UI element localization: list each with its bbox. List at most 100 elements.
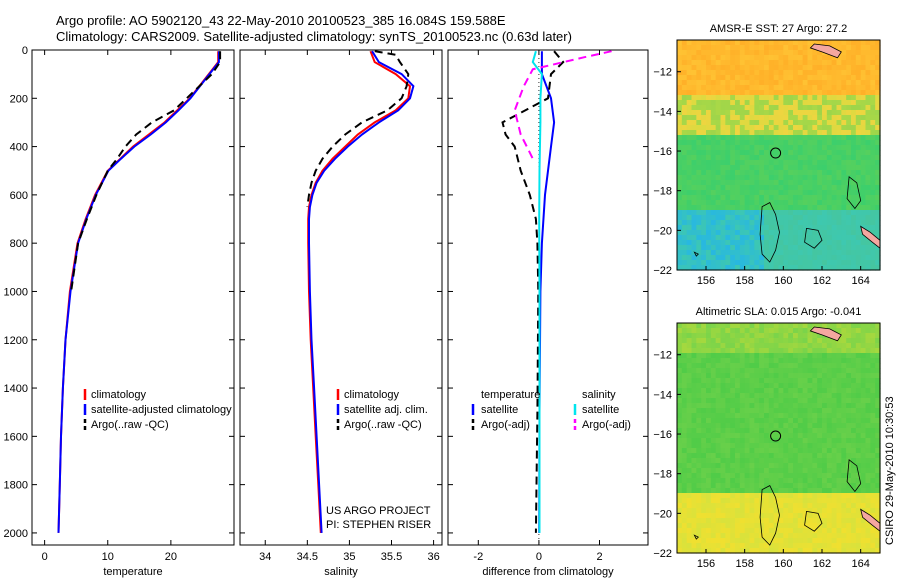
sst-map-cell bbox=[706, 80, 712, 86]
sla-map-cell bbox=[764, 328, 770, 334]
sst-map-cell bbox=[696, 240, 702, 246]
sst-map-cell bbox=[759, 65, 765, 71]
sst-map-cell bbox=[875, 235, 881, 241]
sla-map-cell bbox=[715, 368, 722, 374]
sst-map-cell bbox=[817, 145, 823, 151]
sla-map-cell bbox=[778, 383, 784, 389]
sst-map-cell bbox=[865, 240, 871, 246]
sst-map-cell bbox=[710, 255, 717, 261]
sst-map-cell bbox=[783, 85, 789, 91]
sla-map-cell bbox=[841, 498, 847, 504]
sst-map-cell bbox=[875, 70, 881, 76]
sst-map-cell bbox=[807, 140, 813, 146]
sst-map-cell bbox=[701, 255, 707, 261]
sla-map-cell bbox=[841, 338, 847, 344]
sla-map-cell bbox=[870, 428, 876, 434]
sst-map-cell bbox=[855, 50, 862, 56]
sla-map-cell bbox=[855, 433, 862, 439]
sst-map-cell bbox=[793, 70, 799, 76]
sst-map-cell bbox=[677, 180, 683, 186]
sst-map-cell bbox=[681, 225, 688, 231]
sla-map-ytick-label: −18 bbox=[653, 469, 672, 481]
sla-map-cell bbox=[831, 428, 838, 434]
sst-map-cell bbox=[817, 180, 823, 186]
sst-map-cell bbox=[720, 210, 726, 216]
salinity-legend-label: satellite adj. clim. bbox=[344, 404, 428, 416]
sst-map-cell bbox=[706, 255, 712, 261]
sla-map-cell bbox=[677, 408, 683, 414]
sla-map-cell bbox=[797, 423, 804, 429]
sla-map-cell bbox=[797, 453, 804, 459]
sst-map-cell bbox=[875, 65, 881, 71]
sst-map-cell bbox=[841, 120, 847, 126]
sst-map-cell bbox=[831, 215, 838, 221]
sla-map-cell bbox=[778, 393, 784, 399]
sla-map-cell bbox=[817, 478, 823, 484]
sla-map-cell bbox=[802, 333, 809, 339]
sst-map-cell bbox=[817, 125, 823, 131]
sla-map-cell bbox=[865, 428, 871, 434]
sst-map-cell bbox=[822, 80, 828, 86]
sla-map-cell bbox=[764, 433, 770, 439]
sla-map-cell bbox=[793, 438, 799, 444]
sla-map-cell bbox=[846, 393, 852, 399]
sst-map-cell bbox=[841, 110, 847, 116]
sst-map-cell bbox=[735, 135, 741, 141]
sla-map-cell bbox=[730, 478, 736, 484]
sla-map-cell bbox=[710, 468, 717, 474]
sla-map-cell bbox=[802, 378, 809, 384]
sst-map-cell bbox=[759, 220, 765, 226]
sla-map-cell bbox=[730, 468, 736, 474]
sst-map-cell bbox=[744, 130, 751, 136]
sst-map-cell bbox=[793, 95, 799, 101]
sla-map-cell bbox=[754, 528, 760, 534]
sla-map-cell bbox=[735, 523, 741, 529]
sla-map-cell bbox=[735, 338, 741, 344]
sla-map-cell bbox=[701, 393, 707, 399]
sst-map-cell bbox=[759, 90, 765, 96]
sla-map-cell bbox=[855, 468, 862, 474]
sla-map-cell bbox=[725, 358, 731, 364]
sla-map-cell bbox=[783, 378, 789, 384]
sst-map-cell bbox=[735, 55, 741, 61]
sst-map-cell bbox=[826, 110, 833, 116]
temperature-profile-ytick-label: 1200 bbox=[4, 335, 28, 347]
sla-map-cell bbox=[768, 378, 775, 384]
sst-map-cell bbox=[720, 195, 726, 201]
sst-map-cell bbox=[701, 155, 707, 161]
sla-map-cell bbox=[831, 358, 838, 364]
sst-map-cell bbox=[841, 50, 847, 56]
sla-map-cell bbox=[706, 513, 712, 519]
sla-map-cell bbox=[875, 338, 881, 344]
sla-map-cell bbox=[720, 353, 726, 359]
sla-map-cell bbox=[836, 453, 842, 459]
sst-map-cell bbox=[744, 225, 751, 231]
sst-map-cell bbox=[744, 55, 751, 61]
sla-map-cell bbox=[706, 328, 712, 334]
sst-map-cell bbox=[855, 165, 862, 171]
sst-map-cell bbox=[855, 135, 862, 141]
sst-map-cell bbox=[797, 115, 804, 121]
sst-map-cell bbox=[691, 205, 697, 211]
sst-map-cell bbox=[720, 200, 726, 206]
sst-map-cell bbox=[793, 100, 799, 106]
sst-map-cell bbox=[764, 80, 770, 86]
sla-map-cell bbox=[773, 493, 780, 499]
sst-map-cell bbox=[773, 160, 780, 166]
sst-map-cell bbox=[759, 245, 765, 251]
sla-map-cell bbox=[812, 363, 818, 369]
sla-map-cell bbox=[851, 398, 857, 404]
sst-map-cell bbox=[851, 120, 857, 126]
sst-map-cell bbox=[681, 205, 688, 211]
sla-map-cell bbox=[696, 523, 702, 529]
sla-map-cell bbox=[836, 443, 842, 449]
sla-map-cell bbox=[744, 498, 751, 504]
sla-map-cell bbox=[797, 538, 804, 544]
sla-map-cell bbox=[836, 368, 842, 374]
sla-map-cell bbox=[826, 343, 833, 349]
sst-map-cell bbox=[701, 110, 707, 116]
sla-map-cell bbox=[802, 358, 809, 364]
sst-map-cell bbox=[846, 265, 852, 271]
sst-map-cell bbox=[677, 210, 683, 216]
sst-map-cell bbox=[735, 145, 741, 151]
